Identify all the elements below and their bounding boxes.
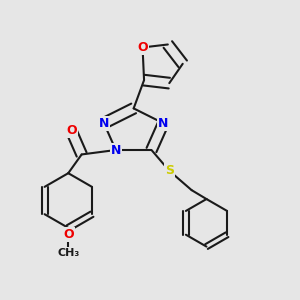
- Text: O: O: [66, 124, 76, 137]
- Text: N: N: [158, 117, 169, 130]
- Text: N: N: [111, 143, 121, 157]
- Text: N: N: [99, 117, 109, 130]
- Text: O: O: [137, 41, 148, 54]
- Text: O: O: [63, 228, 74, 241]
- Text: CH₃: CH₃: [57, 248, 80, 257]
- Text: S: S: [165, 164, 174, 177]
